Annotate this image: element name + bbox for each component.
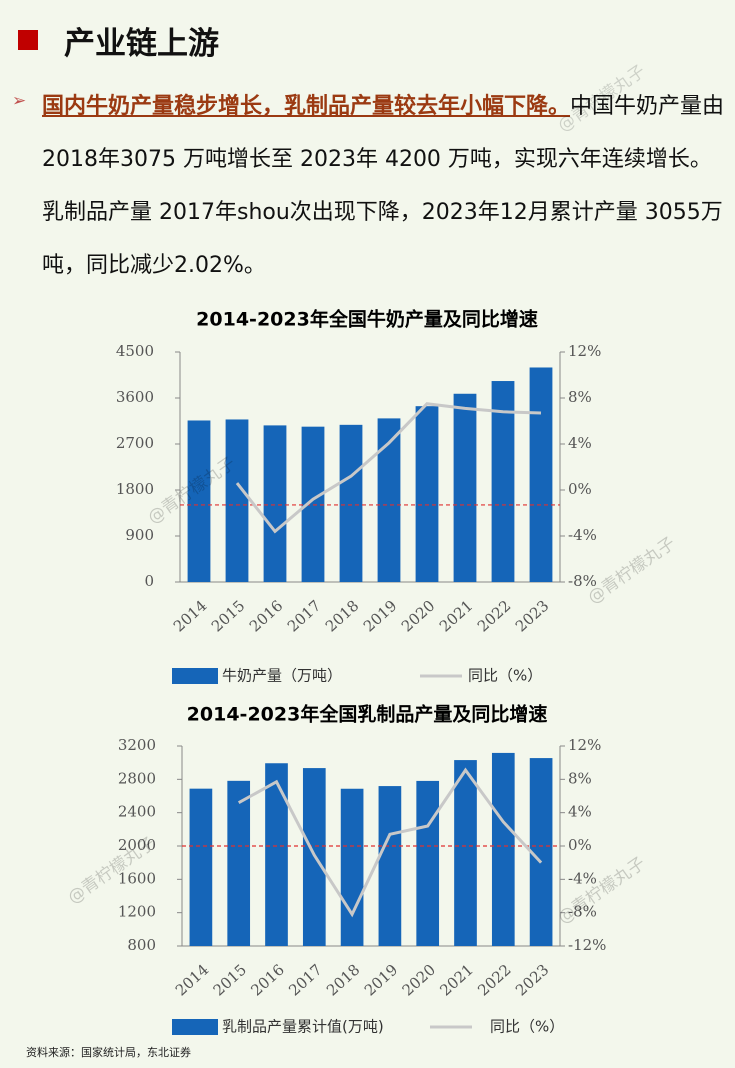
bullet-arrow: ➢ (12, 91, 27, 111)
lead-text: 国内牛奶产量稳步增长，乳制品产量较去年小幅下降。 (42, 94, 571, 119)
bar (340, 788, 364, 946)
bar (453, 393, 477, 582)
y-tick-label: 2700 (116, 434, 154, 452)
header-title: 产业链上游 (64, 26, 219, 62)
x-tick-label: 2023 (512, 961, 552, 1000)
y2-tick-label: -8% (568, 903, 597, 921)
paragraph: 国内牛奶产量稳步增长，乳制品产量较去年小幅下降。中国牛奶产量由 2018年307… (42, 80, 727, 292)
watermark: @青柠檬丸子 (584, 533, 679, 608)
x-tick-label: 2019 (360, 597, 400, 636)
bar (416, 780, 440, 946)
x-tick-label: 2015 (210, 961, 250, 1000)
x-tick-label: 2021 (436, 961, 476, 1000)
bar (415, 406, 439, 582)
y2-tick-label: -8% (568, 572, 597, 590)
bar (263, 425, 287, 582)
bar (491, 381, 515, 582)
legend-label: 乳制品产量累计值(万吨) (222, 1018, 384, 1036)
bar (339, 424, 363, 582)
x-tick-label: 2021 (436, 597, 476, 636)
bar (529, 758, 553, 946)
bar (378, 786, 402, 946)
x-tick-label: 2018 (322, 597, 362, 636)
legend-label: 同比（%） (490, 1018, 564, 1036)
watermark: @青柠檬丸子 (554, 61, 649, 136)
bar (227, 780, 251, 946)
x-tick-label: 2016 (246, 597, 286, 636)
y-tick-label: 0 (144, 572, 154, 590)
y2-tick-label: -4% (568, 526, 597, 544)
x-tick-label: 2020 (398, 597, 438, 636)
header-marker (18, 30, 38, 50)
y-tick-label: 2000 (118, 836, 156, 854)
y2-tick-label: 12% (568, 342, 601, 360)
x-tick-label: 2014 (172, 961, 212, 1000)
source-note: 资料来源：国家统计局，东北证券 (26, 1045, 191, 1059)
x-tick-label: 2015 (208, 597, 248, 636)
y-tick-label: 1200 (118, 903, 156, 921)
y-tick-label: 2800 (118, 769, 156, 787)
x-tick-label: 2018 (323, 961, 363, 1000)
y2-tick-label: 4% (568, 434, 592, 452)
x-tick-label: 2017 (284, 597, 324, 636)
x-tick-label: 2020 (399, 961, 439, 1000)
y2-tick-label: 0% (568, 480, 592, 498)
x-tick-label: 2014 (170, 597, 210, 636)
y2-tick-label: 8% (568, 388, 592, 406)
bar (491, 752, 515, 946)
x-tick-label: 2022 (474, 597, 514, 636)
legend-swatch (172, 668, 218, 684)
y-tick-label: 4500 (116, 342, 154, 360)
bar (187, 420, 211, 582)
bar (454, 760, 477, 946)
chart-title: 2014-2023年全国牛奶产量及同比增速 (196, 308, 538, 331)
watermark: @青柠檬丸子 (554, 853, 649, 928)
y-tick-label: 1800 (116, 480, 154, 498)
y-tick-label: 2400 (118, 803, 156, 821)
x-tick-label: 2017 (285, 961, 325, 1000)
x-tick-label: 2019 (361, 961, 401, 1000)
y2-tick-label: 4% (568, 803, 592, 821)
body-text: 中国牛奶产量由 2018年3075 万吨增长至 2023年 4200 万吨，实现… (42, 94, 725, 278)
y-tick-label: 1600 (118, 869, 156, 887)
y-tick-label: 3600 (116, 388, 154, 406)
bar (301, 426, 325, 582)
y2-tick-label: -12% (568, 936, 606, 954)
bar (225, 419, 249, 582)
bar (189, 788, 213, 946)
y-tick-label: 800 (127, 936, 156, 954)
bar (377, 418, 401, 582)
line (235, 402, 542, 534)
legend-label: 同比（%） (468, 667, 542, 685)
bar (529, 367, 553, 582)
y-tick-label: 3200 (118, 736, 156, 754)
x-tick-label: 2022 (474, 961, 514, 1000)
y2-tick-label: 0% (568, 836, 592, 854)
y2-tick-label: 12% (568, 736, 601, 754)
x-tick-label: 2023 (512, 597, 552, 636)
line (237, 767, 543, 918)
y2-tick-label: -4% (568, 869, 597, 887)
y-tick-label: 900 (125, 526, 154, 544)
x-tick-label: 2016 (247, 961, 287, 1000)
y2-tick-label: 8% (568, 769, 592, 787)
legend-label: 牛奶产量（万吨） (222, 667, 342, 685)
bar (265, 763, 288, 946)
legend-swatch (172, 1019, 218, 1035)
chart-title: 2014-2023年全国乳制品产量及同比增速 (187, 703, 548, 726)
